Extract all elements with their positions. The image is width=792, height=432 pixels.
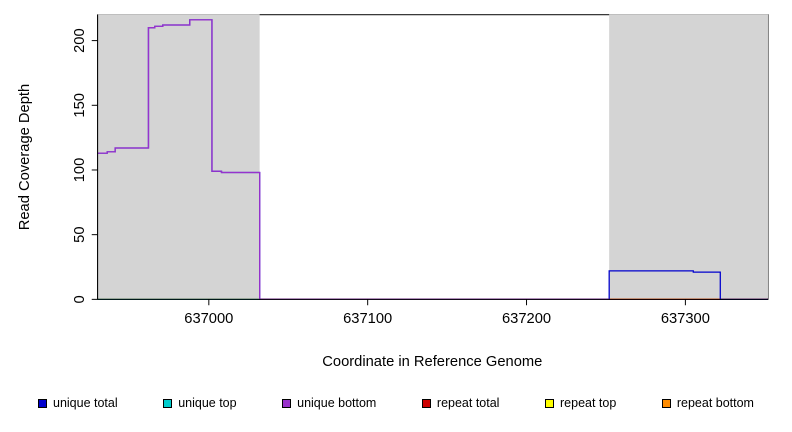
legend-swatch-unique-bottom xyxy=(282,398,292,408)
legend-label-unique-total: unique total xyxy=(53,396,118,411)
coverage-plot: 637000 637100 637200 637300 0 50 100 150 200 Rea… xyxy=(17,14,769,370)
legend-item-unique-bottom: unique bottom xyxy=(282,396,376,410)
x-axis-title: Coordinate in Reference Genome xyxy=(322,354,542,370)
legend-item-repeat-total: repeat total xyxy=(421,396,500,411)
legend-item-unique-top: unique top xyxy=(163,396,237,411)
y-tick-label: 0 xyxy=(72,295,88,303)
axes: 637000 637100 637200 637300 0 50 100 150 200 xyxy=(72,14,768,327)
legend: unique total unique top unique bottom re… xyxy=(0,383,792,432)
x-tick-label: 637300 xyxy=(661,311,710,327)
x-tick-label: 637200 xyxy=(502,311,551,327)
legend-swatch-repeat-top xyxy=(545,398,554,408)
legend-label-repeat-top: repeat top xyxy=(560,396,617,411)
legend-label-unique-top: unique top xyxy=(178,396,237,411)
shaded-region xyxy=(609,14,768,299)
legend-swatch-unique-top xyxy=(163,398,173,408)
legend-item-repeat-top: repeat top xyxy=(545,396,616,410)
legend-swatch-repeat-bottom xyxy=(661,398,671,408)
legend-swatch-repeat-total xyxy=(421,398,431,408)
legend-swatch-unique-total xyxy=(38,398,47,408)
y-tick-label: 50 xyxy=(72,226,88,242)
series-line-unique-bottom xyxy=(97,19,610,300)
legend-label-repeat-total: repeat total xyxy=(436,396,500,411)
shaded-regions xyxy=(97,14,769,300)
y-tick-label: 200 xyxy=(72,28,88,53)
shaded-region xyxy=(97,14,260,299)
legend-label-unique-bottom: unique bottom xyxy=(297,396,377,411)
y-tick-label: 150 xyxy=(72,93,88,118)
legend-label-repeat-bottom: repeat bottom xyxy=(676,396,754,411)
y-axis-title: Read Coverage Depth xyxy=(17,84,33,230)
x-tick-label: 637000 xyxy=(184,311,233,327)
legend-item-unique-total: unique total xyxy=(38,396,118,410)
legend-item-repeat-bottom: repeat bottom xyxy=(661,396,754,411)
x-tick-label: 637100 xyxy=(343,311,392,327)
y-tick-label: 100 xyxy=(72,158,88,183)
